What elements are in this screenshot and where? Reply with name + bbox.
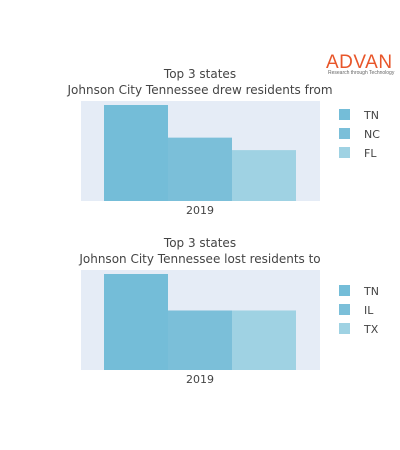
- chart-subtitle: Johnson City Tennessee drew residents fr…: [66, 83, 332, 97]
- x-tick-label: 2019: [186, 204, 214, 217]
- chart-subtitle: Johnson City Tennessee lost residents to: [78, 252, 320, 266]
- bar-tn: [104, 105, 168, 201]
- logo-tagline: Research through Technology: [328, 70, 395, 76]
- legend-label-tx: TX: [363, 323, 379, 336]
- chart-title: Top 3 states: [163, 67, 236, 81]
- legend-swatch-tn: [339, 285, 350, 296]
- bar-il: [168, 310, 232, 370]
- bar-tx: [232, 310, 296, 370]
- legend-swatch-fl: [339, 147, 350, 158]
- legend-label-nc: NC: [364, 128, 380, 141]
- legend-label-il: IL: [364, 304, 374, 317]
- chart-title: Top 3 states: [163, 236, 236, 250]
- legend-label-tn: TN: [363, 109, 379, 122]
- logo-name: ADVAN: [326, 52, 393, 73]
- x-tick-label: 2019: [186, 373, 214, 386]
- legend-swatch-tn: [339, 109, 350, 120]
- legend-label-tn: TN: [363, 285, 379, 298]
- advan-logo: ADVAN Research through Technology: [326, 52, 396, 78]
- bar-fl: [232, 150, 296, 201]
- legend-swatch-tx: [339, 323, 350, 334]
- bar-nc: [168, 137, 232, 201]
- legend-label-fl: FL: [364, 147, 377, 160]
- legend-swatch-il: [339, 304, 350, 315]
- legend-swatch-nc: [339, 128, 350, 139]
- bar-tn: [104, 274, 168, 370]
